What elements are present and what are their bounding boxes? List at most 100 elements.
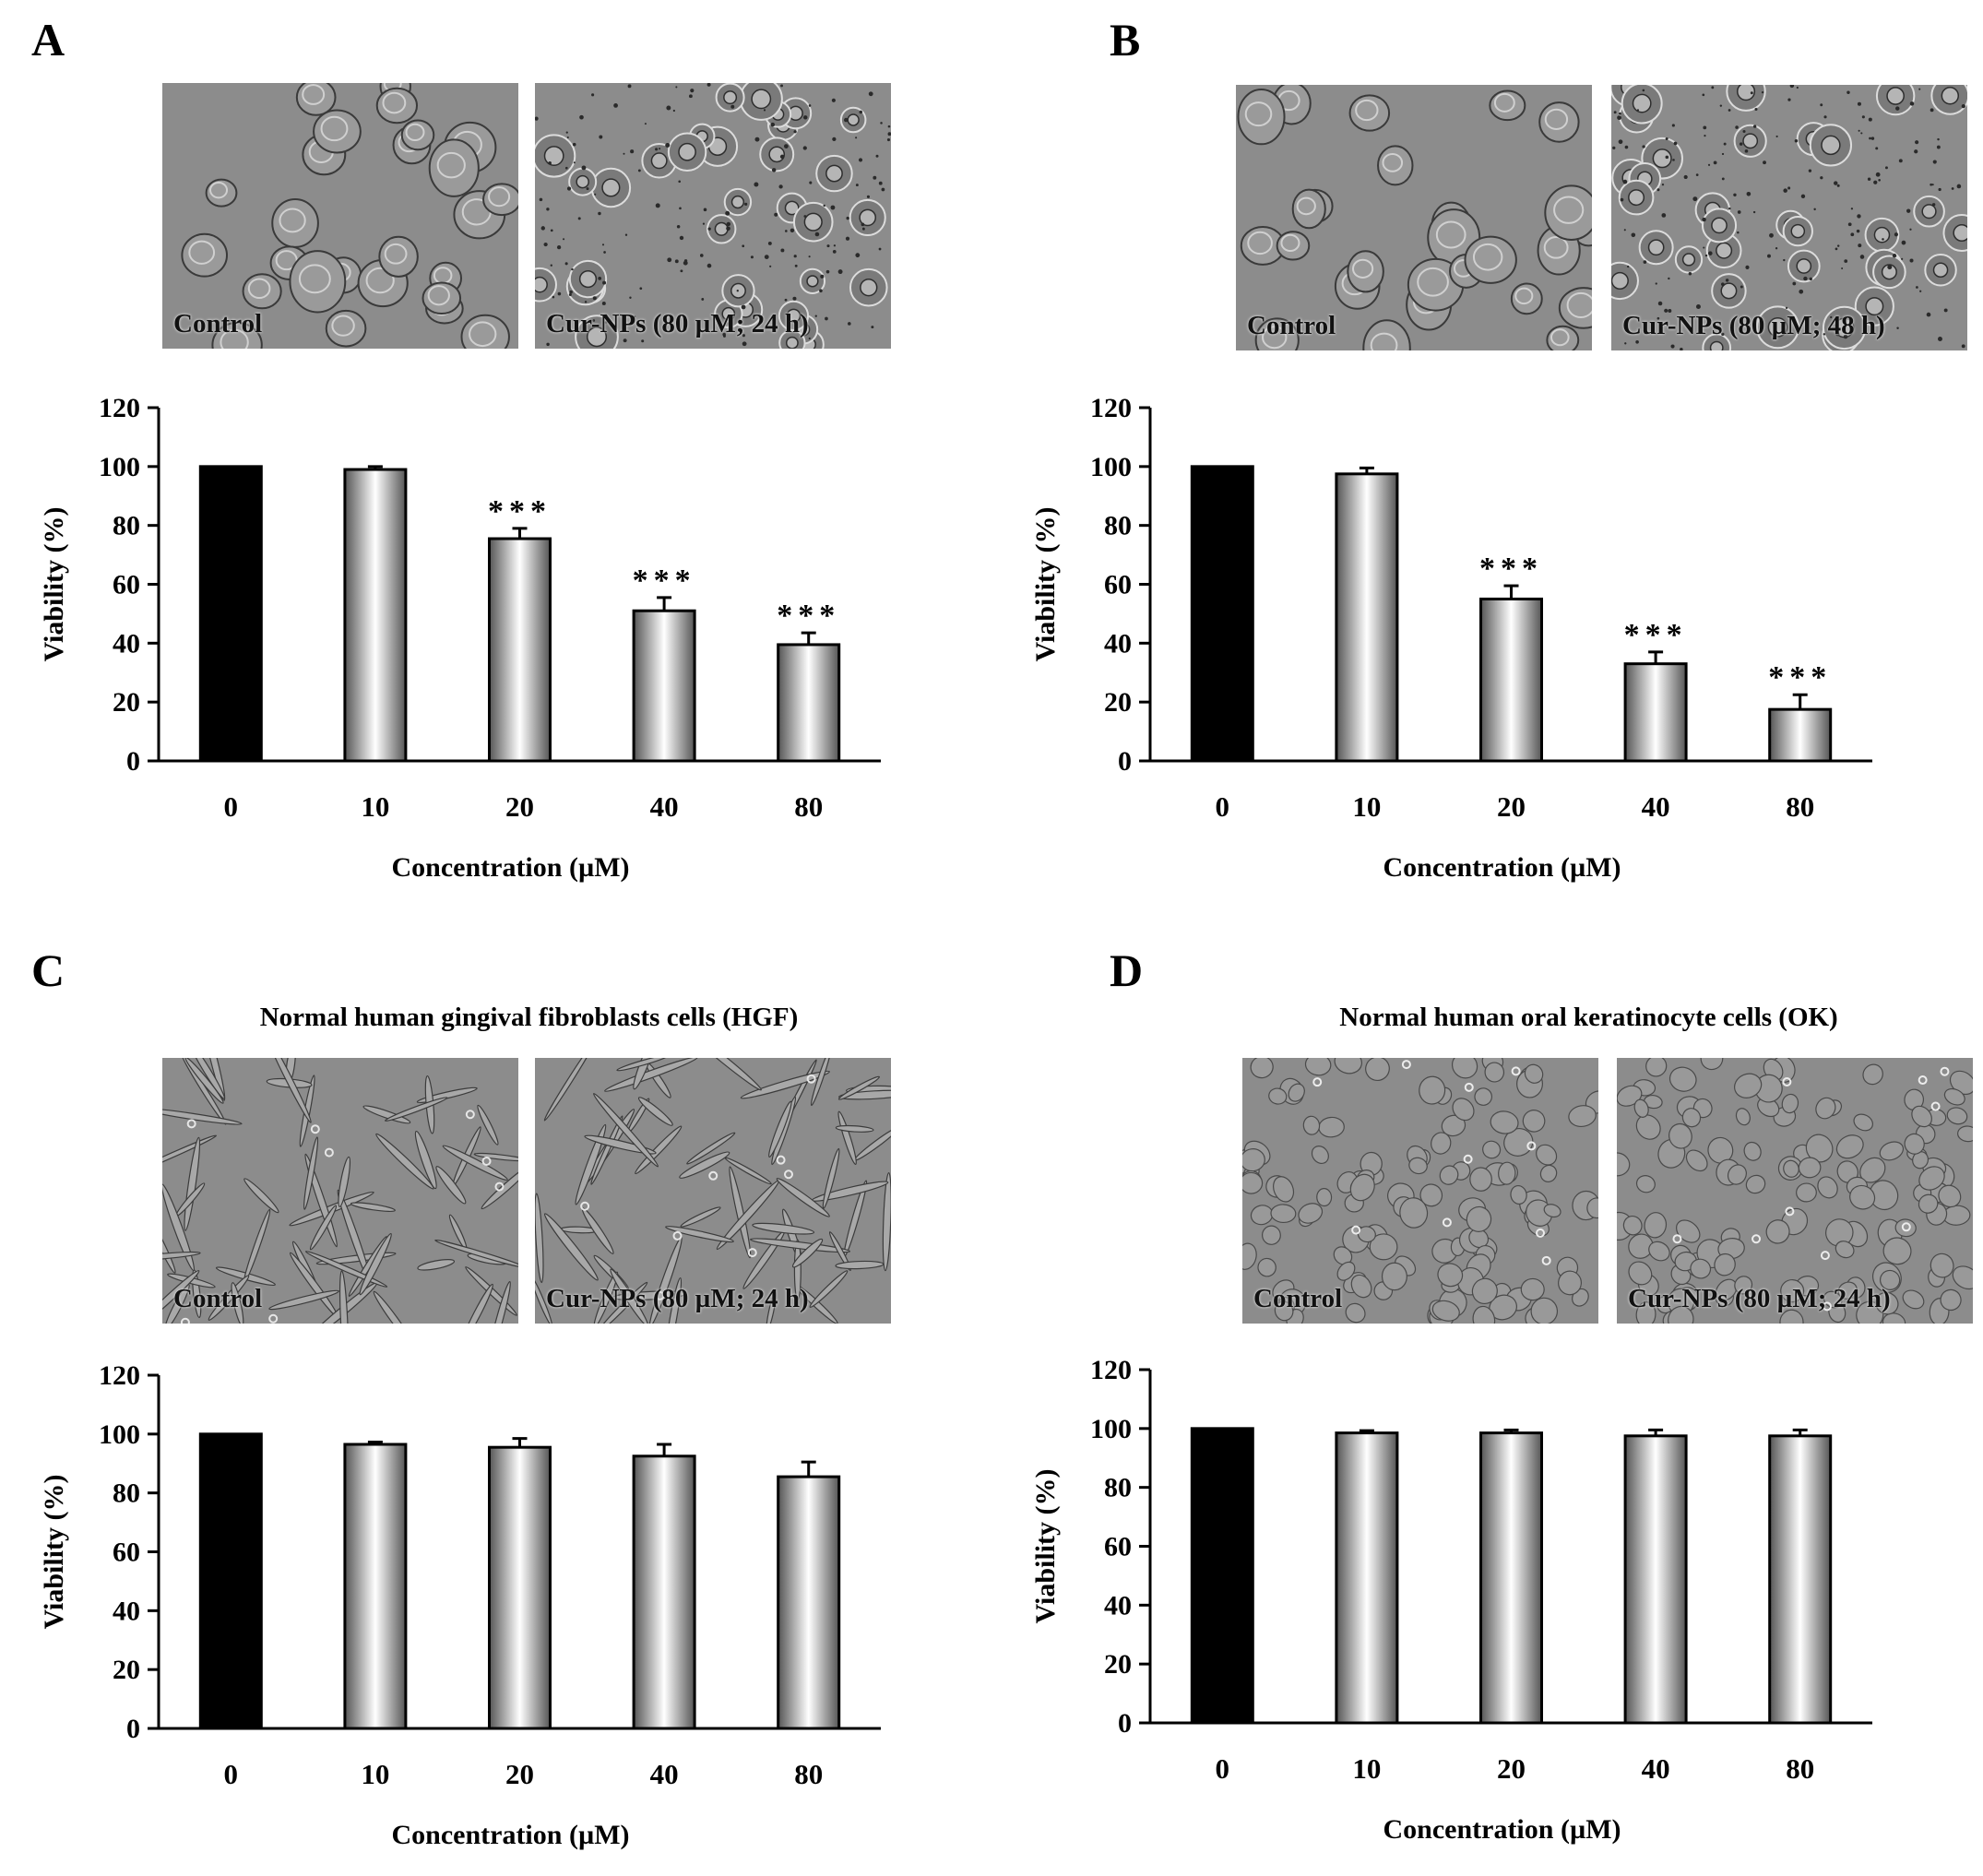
y-tick-label: 0	[1118, 746, 1132, 777]
micrograph-label: Control	[173, 1284, 263, 1313]
micrograph-control: Control	[1242, 1058, 1598, 1324]
viability-chart: 0 20 40 60 80 100 120 0 10 20 40 80 Concentration (µ…	[992, 1340, 1983, 1857]
bar	[1623, 662, 1688, 763]
micrograph-treated: Cur-NPs (80 µM; 24 h)	[535, 83, 891, 349]
y-tick-label: 60	[1104, 1532, 1132, 1562]
x-tick-label: 20	[1497, 1752, 1526, 1785]
x-tick-label: 80	[794, 790, 823, 823]
bar	[1335, 1431, 1399, 1725]
y-tick-label: 80	[1104, 511, 1132, 541]
y-tick-label: 120	[1090, 1355, 1132, 1385]
panel-letter: D	[1110, 944, 1144, 996]
bar	[488, 1445, 552, 1730]
chart-svg: 0 20 40 60 80 100 120 0 10 *** 20 *** 40 *** 80 Concent…	[1030, 393, 1872, 883]
x-tick-label: 40	[1642, 1752, 1670, 1785]
bar	[343, 1443, 408, 1730]
bar	[1190, 465, 1254, 763]
panel-letter: B	[1110, 14, 1141, 65]
chart-svg: 0 20 40 60 80 100 120 0 10 20 40 80 Concentration (µ…	[39, 1360, 881, 1850]
micrograph-image	[535, 1058, 891, 1324]
micrograph-image	[535, 83, 891, 349]
bar	[343, 468, 408, 763]
y-axis-title: Viability (%)	[1030, 1468, 1061, 1623]
x-tick-label: 10	[361, 1758, 389, 1790]
x-tick-label: 0	[1216, 1752, 1230, 1785]
significance-marker: ***	[1768, 660, 1832, 695]
panel-d: D Normal human oral keratinocyte cells (…	[992, 938, 1983, 1876]
y-tick-label: 100	[99, 452, 140, 482]
micrograph-image	[162, 83, 518, 349]
bar	[777, 1475, 841, 1730]
y-tick-label: 80	[113, 511, 140, 541]
x-tick-label: 40	[650, 790, 679, 823]
y-tick-label: 120	[99, 1360, 140, 1391]
y-tick-label: 0	[126, 1714, 140, 1744]
bar	[1768, 1434, 1833, 1725]
micrograph-control: Control	[162, 1058, 518, 1324]
y-tick-label: 40	[113, 1596, 140, 1626]
micrograph-treated: Cur-NPs (80 µM; 24 h)	[1617, 1058, 1973, 1324]
y-tick-label: 100	[1090, 1414, 1132, 1444]
viability-chart: 0 20 40 60 80 100 120 0 10 20 40 80 Concentration (µ…	[0, 1346, 992, 1862]
y-tick-label: 20	[1104, 687, 1132, 718]
micrograph-label: Cur-NPs (80 µM; 24 h)	[1628, 1284, 1891, 1313]
bar	[632, 1454, 696, 1730]
significance-marker: ***	[1479, 552, 1543, 586]
significance-marker: ***	[1624, 618, 1688, 652]
y-tick-label: 20	[113, 1655, 140, 1685]
micrograph-label: Control	[1247, 311, 1336, 340]
panel-c: C Normal human gingival fibroblasts cell…	[0, 938, 992, 1876]
panel-letter: A	[31, 14, 65, 65]
chart-svg: 0 20 40 60 80 100 120 0 10 20 40 80 Concentration (µ…	[1030, 1355, 1872, 1845]
significance-marker: ***	[488, 494, 552, 528]
y-tick-label: 120	[1090, 393, 1132, 423]
x-tick-label: 40	[650, 1758, 679, 1790]
micrograph-image	[1242, 1058, 1598, 1324]
x-tick-label: 80	[1786, 790, 1814, 823]
x-axis-title: Concentration (µM)	[391, 1820, 629, 1850]
micrograph-label: Control	[1253, 1284, 1343, 1313]
x-tick-label: 10	[1352, 790, 1381, 823]
y-tick-label: 0	[1118, 1708, 1132, 1739]
y-tick-label: 0	[126, 746, 140, 777]
panel-letter: C	[31, 944, 65, 996]
x-axis-title: Concentration (µM)	[391, 852, 629, 883]
micrograph-treated: Cur-NPs (80 µM; 24 h)	[535, 1058, 891, 1324]
bar	[777, 643, 841, 763]
y-tick-label: 80	[113, 1478, 140, 1509]
micrograph-image	[162, 1058, 518, 1324]
micrograph-image	[1611, 85, 1967, 350]
x-tick-label: 20	[1497, 790, 1526, 823]
x-tick-label: 80	[794, 1758, 823, 1790]
y-tick-label: 120	[99, 393, 140, 423]
x-axis-title: Concentration (µM)	[1383, 852, 1621, 883]
y-tick-label: 40	[1104, 1590, 1132, 1621]
micrograph-treated: Cur-NPs (80 µM; 48 h)	[1611, 85, 1967, 350]
x-tick-label: 10	[1352, 1752, 1381, 1785]
significance-marker: ***	[633, 564, 696, 598]
micrograph-label: Cur-NPs (80 µM; 24 h)	[546, 1284, 809, 1313]
y-tick-label: 60	[113, 1538, 140, 1568]
bar	[488, 537, 552, 763]
bar	[198, 1432, 263, 1730]
bar	[632, 609, 696, 763]
y-tick-label: 40	[113, 628, 140, 659]
y-axis-title: Viability (%)	[39, 1474, 69, 1629]
x-tick-label: 40	[1642, 790, 1670, 823]
viability-chart: 0 20 40 60 80 100 120 0 10 *** 20 *** 40 *** 80 Concent…	[0, 378, 992, 895]
x-tick-label: 0	[224, 1758, 239, 1790]
y-tick-label: 100	[1090, 452, 1132, 482]
bar	[198, 465, 263, 763]
y-tick-label: 60	[1104, 570, 1132, 600]
y-tick-label: 100	[99, 1419, 140, 1450]
panel-title: Normal human oral keratinocyte cells (OK…	[1339, 1003, 1838, 1032]
bar	[1768, 707, 1833, 763]
y-tick-label: 20	[113, 687, 140, 718]
x-tick-label: 80	[1786, 1752, 1814, 1785]
chart-svg: 0 20 40 60 80 100 120 0 10 *** 20 *** 40 *** 80 Concent…	[39, 393, 881, 883]
significance-marker: ***	[777, 599, 840, 633]
bar	[1190, 1427, 1254, 1725]
y-tick-label: 60	[113, 570, 140, 600]
x-tick-label: 20	[505, 1758, 534, 1790]
x-tick-label: 0	[1216, 790, 1230, 823]
